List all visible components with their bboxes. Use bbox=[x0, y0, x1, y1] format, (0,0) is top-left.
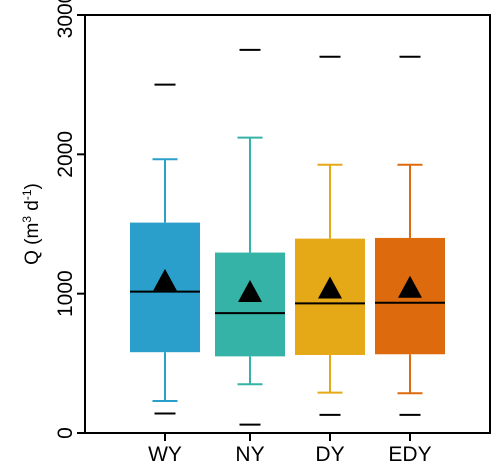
y-axis: 0 1000 2000 3000 bbox=[54, 0, 85, 439]
y-tick-label: 1000 bbox=[54, 270, 77, 317]
x-tick-label: DY bbox=[315, 443, 344, 466]
box-dy bbox=[295, 55, 365, 416]
y-tick-label: 0 bbox=[54, 427, 77, 439]
mean-marker bbox=[238, 279, 262, 302]
plot-frame bbox=[84, 14, 491, 434]
boxes bbox=[130, 48, 445, 426]
box-edy bbox=[375, 55, 445, 416]
mean-marker bbox=[398, 275, 422, 298]
box-wy bbox=[130, 83, 200, 415]
x-tick-label: WY bbox=[148, 443, 182, 466]
box-ny bbox=[215, 48, 285, 426]
mean-marker bbox=[318, 276, 342, 299]
mean-marker bbox=[153, 268, 177, 291]
y-tick-label: 2000 bbox=[54, 131, 77, 178]
y-axis-label: Q (m3 d-1) bbox=[20, 183, 43, 265]
iqr-box bbox=[215, 252, 285, 357]
x-axis: WY NY DY EDY bbox=[148, 433, 432, 466]
x-tick-label: NY bbox=[235, 443, 264, 466]
x-tick-label: EDY bbox=[388, 443, 431, 466]
y-tick-label: 3000 bbox=[54, 0, 77, 38]
